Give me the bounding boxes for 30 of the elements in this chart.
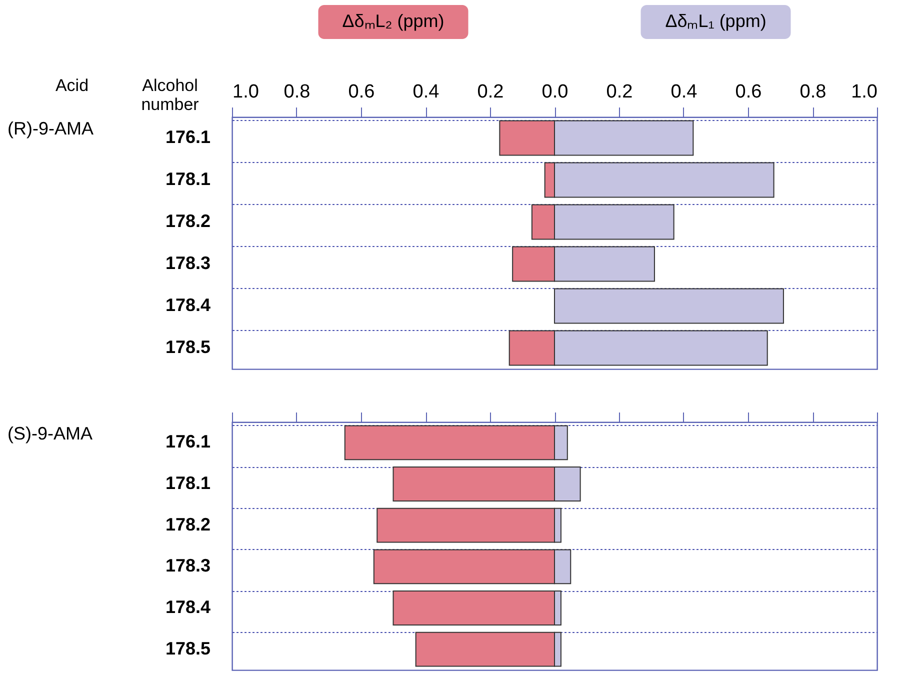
x-tick-label: 0.4 [670, 82, 698, 102]
y-tick-label: 178.2 [165, 211, 210, 231]
y-axis-title: (R)-9-AMA [8, 118, 94, 138]
y-tick-label: 178.4 [165, 597, 210, 617]
x-tick-label: 0.8 [800, 82, 826, 102]
y-tick-label: 178.2 [165, 514, 210, 534]
x-tick-label: 0.0 [542, 82, 568, 102]
x-tick-label: 0.4 [412, 82, 440, 102]
x-tick-label: 1.0 [851, 82, 878, 102]
y-tick-label: 178.3 [165, 556, 210, 576]
bar [554, 288, 784, 324]
x-tick-label: 0.8 [284, 82, 310, 102]
x-tick-label: 0.2 [477, 82, 504, 102]
text: ΔδₘL₁ (ppm) [665, 11, 766, 31]
x-tick-label: 0.6 [348, 82, 375, 102]
y-tick-label: 178.5 [165, 337, 210, 357]
y-tick-label: 178.3 [165, 253, 210, 273]
y-tick-label: 176.1 [165, 127, 210, 147]
y-axis-title: (S)-9-AMA [8, 424, 92, 444]
x-tick-label: 1.0 [232, 82, 259, 102]
x-tick-label: 0.6 [735, 82, 762, 102]
y-tick-label: 178.4 [165, 295, 210, 315]
text: Alcohol number [141, 76, 200, 114]
y-tick-label: 178.1 [165, 473, 210, 493]
y-tick-label: 178.5 [165, 638, 210, 658]
text: Acid [55, 76, 89, 95]
x-tick-label: 0.2 [606, 82, 633, 102]
y-tick-label: 178.1 [165, 169, 210, 189]
text: ΔδₘL₂ (ppm) [342, 11, 444, 31]
y-tick-label: 176.1 [165, 432, 210, 452]
